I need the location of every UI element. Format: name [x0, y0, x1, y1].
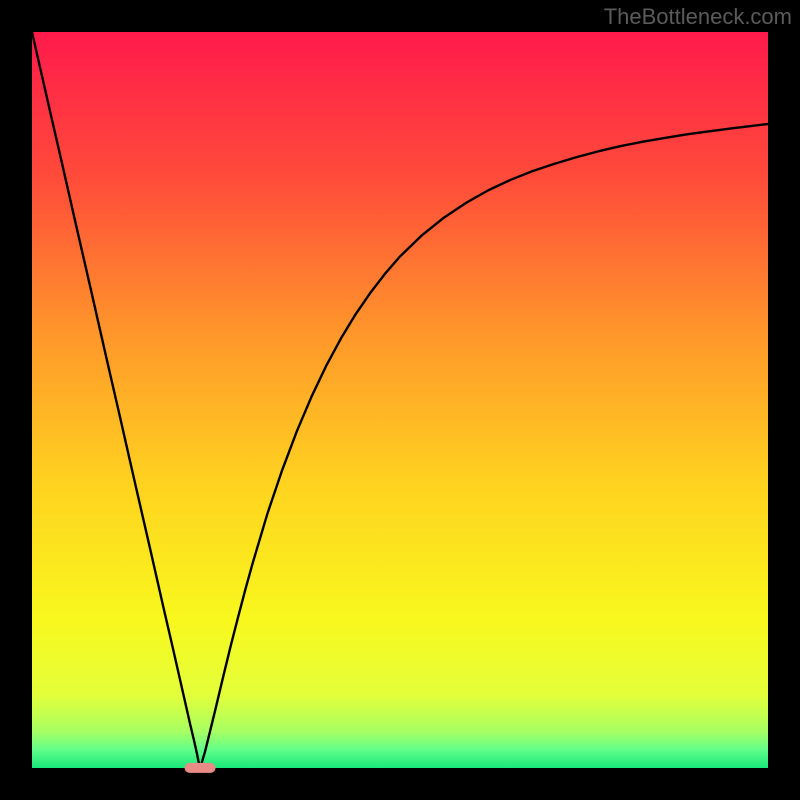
plot-area: [32, 32, 768, 768]
curve-svg: [32, 32, 768, 768]
chart-container: TheBottleneck.com: [0, 0, 800, 800]
min-marker: [185, 763, 216, 773]
watermark-text: TheBottleneck.com: [604, 4, 792, 30]
curve-path: [32, 32, 768, 768]
